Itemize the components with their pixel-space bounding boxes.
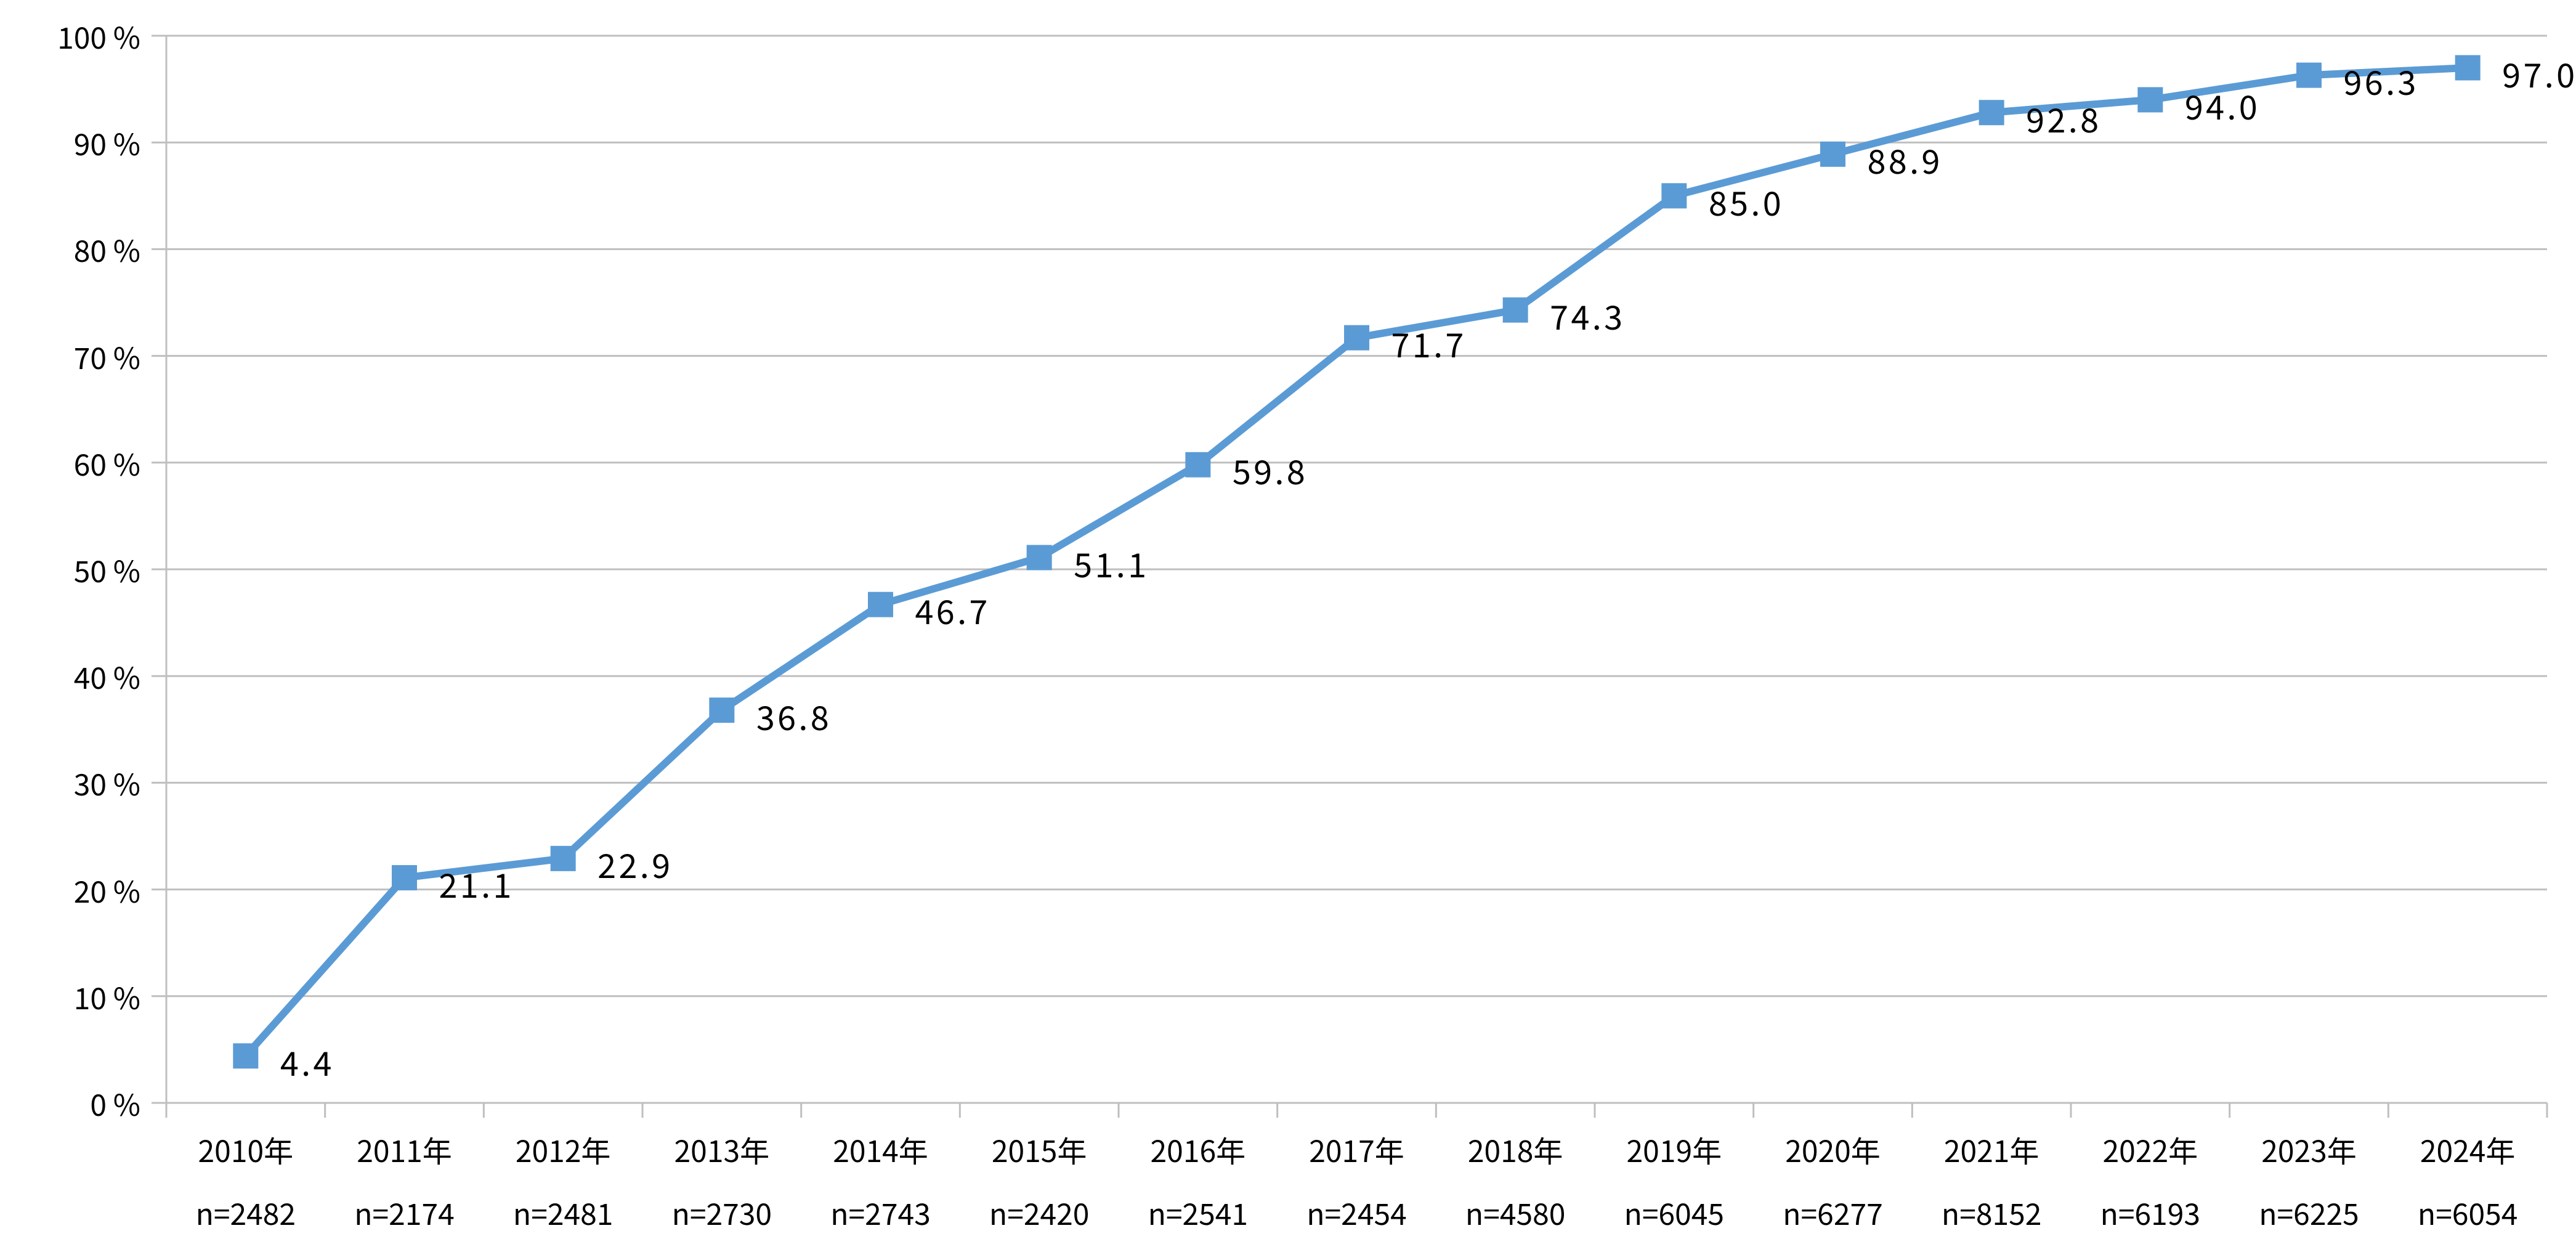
y-tick-label: 80 %: [74, 227, 140, 270]
y-tick-label: 30 %: [74, 761, 140, 804]
x-tick-year: 2015年: [992, 1128, 1087, 1171]
x-tick-year: 2018年: [1468, 1128, 1563, 1171]
x-tick-n: n=2454: [1306, 1190, 1406, 1234]
x-tick-n: n=6054: [2418, 1190, 2517, 1234]
data-point-label: 74.3: [1550, 291, 1625, 339]
x-tick-label: 2014年 n=2743: [830, 1128, 930, 1234]
x-tick-label: 2017年 n=2454: [1306, 1128, 1406, 1234]
y-tick-label: 0 %: [90, 1081, 140, 1124]
y-tick-label: 90 %: [74, 121, 140, 164]
x-tick-label: 2013年 n=2730: [672, 1128, 772, 1234]
data-point-label: 21.1: [439, 859, 514, 908]
x-tick-n: n=2743: [830, 1190, 930, 1234]
x-tick-year: 2023年: [2261, 1128, 2357, 1171]
y-tick-label: 70 %: [74, 335, 140, 378]
x-tick-n: n=2541: [1148, 1190, 1248, 1234]
x-tick-year: 2012年: [516, 1128, 611, 1171]
y-tick-label: 40 %: [74, 654, 140, 697]
x-tick-year: 2020年: [1785, 1128, 1881, 1171]
x-tick-label: 2016年 n=2541: [1148, 1128, 1248, 1234]
x-tick-n: n=6277: [1783, 1190, 1882, 1234]
y-tick-label: 50 %: [74, 548, 140, 591]
line-chart: 0 % 10 % 20 % 30 % 40 % 50 % 60 % 70 % 80 % 90 % 1…: [0, 0, 2576, 1249]
data-point-label: 59.8: [1233, 445, 1308, 494]
x-tick-year: 2021年: [1944, 1128, 2039, 1171]
data-point-label: 22.9: [597, 839, 673, 888]
x-tick-n: n=6225: [2259, 1190, 2359, 1234]
x-tick-n: n=8152: [1942, 1190, 2041, 1234]
x-tick-label: 2012年 n=2481: [513, 1128, 613, 1234]
x-tick-year: 2022年: [2103, 1128, 2198, 1171]
data-point-label: 92.8: [2026, 94, 2101, 142]
data-point-label: 4.4: [280, 1037, 334, 1086]
x-tick-n: n=2730: [672, 1190, 772, 1234]
x-tick-label: 2021年 n=8152: [1942, 1128, 2041, 1234]
x-tick-n: n=2482: [196, 1190, 296, 1234]
x-tick-year: 2011年: [357, 1128, 452, 1171]
x-tick-n: n=2420: [989, 1190, 1089, 1234]
x-tick-year: 2010年: [198, 1128, 294, 1171]
x-tick-label: 2022年 n=6193: [2100, 1128, 2200, 1234]
x-tick-label: 2023年 n=6225: [2259, 1128, 2359, 1234]
x-tick-year: 2013年: [674, 1128, 770, 1171]
y-tick-label: 100 %: [57, 14, 140, 57]
y-tick-label: 10 %: [74, 975, 140, 1018]
data-point-label: 94.0: [2185, 81, 2260, 129]
data-point-label: 46.7: [915, 585, 990, 634]
x-tick-label: 2015年 n=2420: [989, 1128, 1089, 1234]
x-tick-label: 2010年 n=2482: [196, 1128, 296, 1234]
x-tick-year: 2016年: [1151, 1128, 1246, 1171]
chart-svg: [0, 0, 2576, 1249]
x-tick-label: 2011年 n=2174: [354, 1128, 454, 1234]
x-tick-year: 2014年: [833, 1128, 928, 1171]
data-point-label: 96.3: [2344, 56, 2419, 105]
x-tick-n: n=2481: [513, 1190, 613, 1234]
data-point-label: 71.7: [1391, 319, 1467, 367]
x-tick-label: 2018年 n=4580: [1465, 1128, 1565, 1234]
y-tick-label: 20 %: [74, 868, 140, 911]
data-point-label: 51.1: [1074, 539, 1149, 587]
x-tick-n: n=6193: [2100, 1190, 2200, 1234]
x-tick-n: n=2174: [354, 1190, 454, 1234]
x-tick-label: 2020年 n=6277: [1783, 1128, 1882, 1234]
data-point-label: 97.0: [2502, 49, 2576, 97]
data-point-label: 85.0: [1709, 177, 1784, 226]
x-tick-year: 2024年: [2420, 1128, 2516, 1171]
y-tick-label: 60 %: [74, 441, 140, 484]
x-tick-label: 2019年 n=6045: [1624, 1128, 1724, 1234]
data-point-label: 36.8: [756, 691, 832, 740]
x-tick-n: n=6045: [1624, 1190, 1724, 1234]
data-point-label: 88.9: [1868, 135, 1943, 184]
x-tick-year: 2017年: [1309, 1128, 1404, 1171]
x-tick-n: n=4580: [1465, 1190, 1565, 1234]
x-tick-year: 2019年: [1627, 1128, 1722, 1171]
x-tick-label: 2024年 n=6054: [2418, 1128, 2517, 1234]
